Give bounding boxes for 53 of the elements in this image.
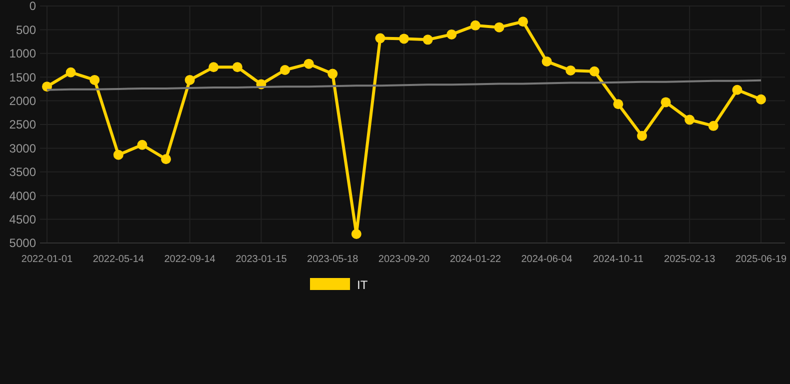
x-tick-label: 2023-05-18 (307, 254, 359, 265)
point (375, 33, 386, 44)
point (208, 62, 219, 72)
y-tick-label: 1000 (9, 46, 36, 61)
x-tick-label: 2024-06-04 (521, 254, 573, 265)
point (732, 84, 742, 95)
point (542, 56, 552, 66)
x-tick-label: 2022-05-14 (92, 254, 144, 265)
y-tick-label: 500 (16, 22, 36, 37)
x-tick-label: 2025-02-13 (664, 254, 716, 265)
y-tick-label: 0 (29, 0, 36, 14)
point (756, 94, 766, 104)
y-tick-label: 3500 (9, 165, 36, 180)
x-tick-label: 2024-01-22 (450, 254, 502, 265)
point (90, 74, 100, 85)
y-tick-label: 2000 (9, 94, 36, 108)
point (613, 99, 624, 110)
point (184, 74, 195, 85)
point (66, 67, 76, 78)
y-tick-label: 5000 (9, 236, 36, 250)
legend-label: IT (357, 278, 368, 292)
point (422, 34, 433, 45)
y-tick-label: 2500 (9, 118, 36, 132)
y-tick-label: 4000 (9, 188, 36, 203)
point (566, 65, 576, 76)
x-tick-label: 2024-10-11 (592, 254, 644, 265)
point (399, 34, 409, 44)
point (518, 16, 528, 27)
point (232, 62, 242, 72)
point (660, 97, 671, 108)
point (470, 20, 480, 30)
x-tick-label: 2023-01-15 (236, 254, 288, 265)
point (589, 66, 600, 76)
y-tick-label: 1500 (9, 70, 36, 84)
point (351, 228, 362, 239)
x-tick-label: 2025-06-19 (735, 254, 788, 265)
point (494, 22, 504, 32)
point (42, 82, 52, 92)
x-tick-label: 2022-01-01 (21, 254, 74, 265)
x-tick-label: 2023-09-20 (378, 254, 430, 265)
point (304, 58, 314, 69)
point (113, 150, 124, 160)
y-tick-label: 3000 (9, 141, 36, 156)
point (684, 114, 695, 125)
point (328, 68, 338, 79)
point (637, 130, 647, 141)
point (137, 140, 148, 150)
y-tick-label: 4500 (9, 212, 36, 226)
point (708, 120, 718, 131)
point (161, 154, 171, 164)
point (446, 29, 457, 40)
point (280, 64, 290, 75)
x-tick-label: 2022-09-14 (164, 254, 216, 265)
